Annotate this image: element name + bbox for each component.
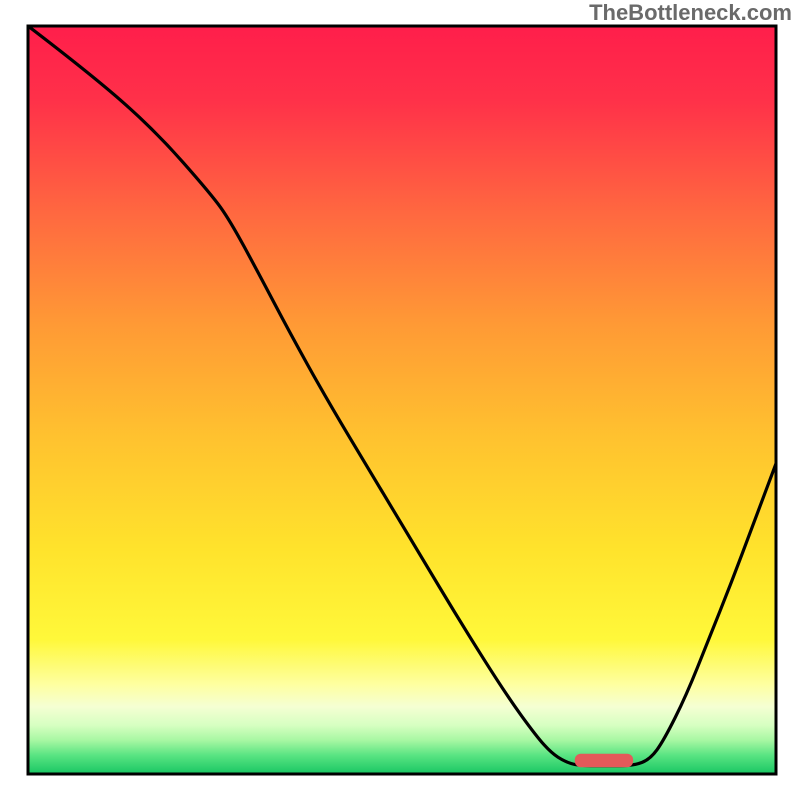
gradient-plot-area [28, 26, 776, 774]
watermark-text: TheBottleneck.com [589, 0, 792, 26]
optimal-marker [575, 754, 633, 767]
chart-container: TheBottleneck.com [0, 0, 800, 800]
bottleneck-chart [0, 0, 800, 800]
